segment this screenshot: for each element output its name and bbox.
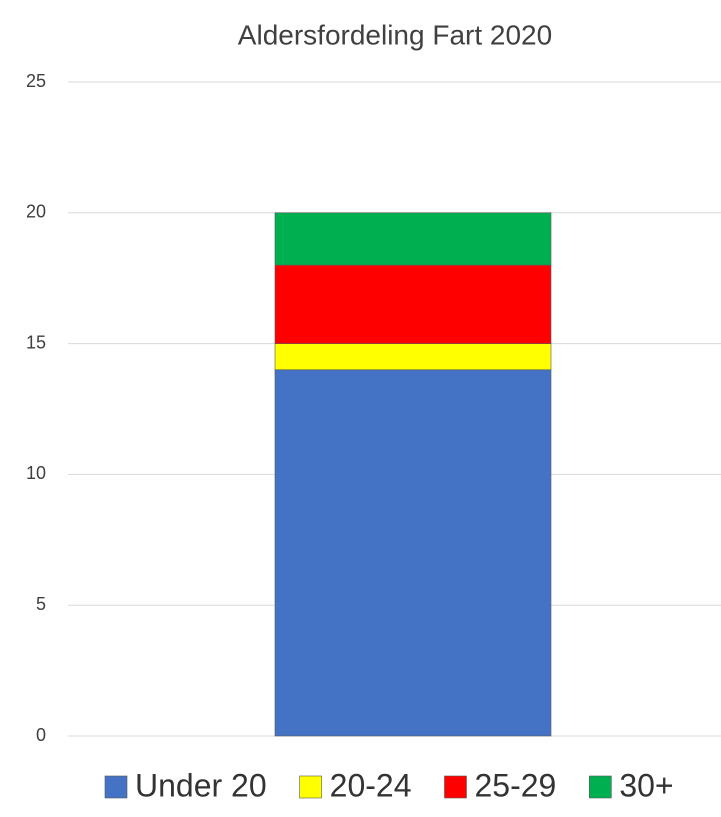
y-tick-label: 5 bbox=[36, 594, 46, 614]
y-tick-label: 15 bbox=[26, 332, 46, 352]
chart-title: Aldersfordeling Fart 2020 bbox=[238, 19, 552, 50]
bar-segment bbox=[274, 264, 552, 344]
legend-swatch bbox=[589, 775, 612, 799]
legend-label: 30+ bbox=[619, 767, 673, 803]
legend-swatch bbox=[299, 775, 322, 799]
bar-segment bbox=[274, 369, 552, 737]
legend-swatch bbox=[444, 775, 467, 799]
y-tick-label: 10 bbox=[26, 463, 46, 483]
y-tick-label: 25 bbox=[26, 71, 46, 91]
y-tick-label: 20 bbox=[26, 202, 46, 222]
y-tick-label: 0 bbox=[36, 725, 46, 745]
bar-segment bbox=[274, 343, 552, 371]
legend-swatch bbox=[104, 775, 128, 799]
bar-segment bbox=[274, 212, 552, 266]
legend-label: 25-29 bbox=[474, 767, 556, 803]
legend-label: Under 20 bbox=[135, 767, 267, 803]
legend-label: 20-24 bbox=[330, 767, 412, 803]
